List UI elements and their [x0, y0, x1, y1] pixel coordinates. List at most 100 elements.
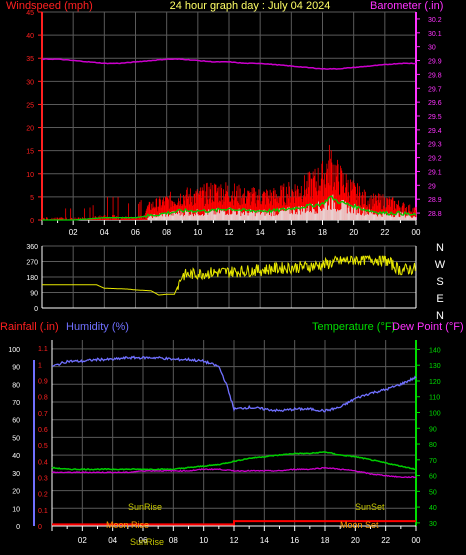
rain-tick-label: 0.9	[38, 378, 48, 385]
page-title: 24 hour graph day : July 04 2024	[170, 0, 331, 12]
temp-tick-label: 140	[429, 347, 441, 354]
barometer-line	[41, 58, 417, 70]
x-tick-label: 20	[351, 536, 360, 545]
rain-tick-label: 0.1	[38, 508, 48, 515]
humidity-tick-label: 50	[12, 435, 20, 442]
wind-tick-label: 10	[26, 172, 34, 179]
wind-direction-line	[42, 254, 417, 296]
rain-tick-label: 0.7	[38, 411, 48, 418]
x-tick-label: 10	[193, 228, 202, 237]
sunrise-label: SunRise	[128, 502, 162, 512]
x-tick-label: 14	[256, 228, 265, 237]
baro-tick-label: 30	[428, 45, 436, 52]
direction-tick-label: 360	[26, 244, 38, 251]
temp-tick-label: 90	[429, 426, 437, 433]
baro-tick-label: 29.6	[428, 100, 442, 107]
compass-label: N	[436, 310, 444, 322]
humidity-axis-label: Humidity (%)	[66, 321, 129, 333]
rain-tick-label: 0.2	[38, 492, 48, 499]
temp-tick-label: 60	[429, 474, 437, 481]
x-tick-label: 22	[380, 228, 389, 237]
temp-tick-label: 30	[429, 521, 437, 528]
wind-tick-label: 15	[26, 149, 34, 156]
x-tick-label: 12	[225, 228, 234, 237]
wind-tick-label: 20	[26, 126, 34, 133]
wind-tick-label: 5	[30, 195, 34, 202]
x-tick-label: 06	[139, 536, 148, 545]
compass-label: W	[435, 259, 446, 271]
baro-tick-label: 28.9	[428, 197, 442, 204]
x-tick-label: 00	[412, 536, 421, 545]
wind-baro-panel: 0 5 10 15 20 25 30 35 40 45 02 04 06 08 10 12 14 16 18 20 22…	[26, 10, 442, 237]
sunrise-bottom-label: SunRise	[130, 537, 164, 547]
wind-tick-label: 35	[26, 56, 34, 63]
wind-tick-label: 25	[26, 102, 34, 109]
rain-tick-label: 0.6	[38, 427, 48, 434]
baro-tick-label: 28.8	[428, 211, 442, 218]
rain-tick-label: 0.4	[38, 459, 48, 466]
temp-tick-label: 80	[429, 442, 437, 449]
humidity-line	[51, 355, 417, 413]
direction-tick-label: 180	[26, 275, 38, 282]
sunset-label: SunSet	[355, 502, 385, 512]
x-tick-label: 02	[69, 228, 78, 237]
direction-tick-label: 270	[26, 260, 38, 267]
compass-label: S	[436, 276, 443, 288]
wind-axis-label: Windspeed (mph)	[6, 0, 93, 12]
humidity-tick-label: 0	[16, 524, 20, 531]
avg-wind-line	[42, 195, 417, 221]
x-tick-label: 08	[162, 228, 171, 237]
humidity-tick-label: 80	[12, 382, 20, 389]
x-tick-label: 02	[78, 536, 87, 545]
baro-tick-label: 29.7	[428, 86, 442, 93]
rain-axis-label: Rainfall (.in)	[0, 321, 59, 333]
x-tick-label: 04	[100, 228, 109, 237]
x-tick-label: 18	[318, 228, 327, 237]
temp-axis-label: Temperature (°F)	[312, 321, 395, 333]
wind-tick-label: 0	[30, 218, 34, 225]
temp-tick-label: 70	[429, 458, 437, 465]
humidity-tick-label: 10	[12, 506, 20, 513]
x-tick-label: 20	[349, 228, 358, 237]
x-tick-label: 08	[169, 536, 178, 545]
humidity-tick-label: 100	[8, 347, 20, 354]
baro-tick-label: 30.1	[428, 31, 442, 38]
direction-tick-label: 0	[34, 306, 38, 313]
x-tick-label: 16	[290, 536, 299, 545]
baro-tick-label: 29.3	[428, 142, 442, 149]
temp-tick-label: 130	[429, 363, 441, 370]
x-tick-label: 06	[131, 228, 140, 237]
x-tick-label: 14	[260, 536, 269, 545]
temp-tick-label: 110	[429, 395, 440, 402]
x-tick-label: 12	[230, 536, 239, 545]
rainfall-line	[52, 520, 416, 526]
direction-tick-label: 90	[30, 291, 38, 298]
rain-tick-label: 0.8	[38, 395, 48, 402]
rain-tick-label: 0	[38, 524, 42, 531]
rain-tick-label: 1.1	[38, 346, 48, 353]
x-tick-label: 10	[199, 536, 208, 545]
baro-tick-label: 29	[428, 183, 436, 190]
baro-tick-label: 29.5	[428, 114, 442, 121]
x-tick-label: 22	[381, 536, 390, 545]
temp-tick-label: 120	[429, 379, 441, 386]
baro-tick-label: 29.9	[428, 59, 442, 66]
baro-axis-label: Barometer (.in)	[370, 0, 443, 12]
dewpoint-line	[51, 466, 417, 479]
baro-tick-label: 30.2	[428, 17, 442, 24]
x-tick-label: 00	[412, 228, 421, 237]
humidity-tick-label: 20	[12, 489, 20, 496]
temp-tick-label: 50	[429, 489, 437, 496]
moonrise-label: Moon Rise	[106, 520, 149, 530]
temp-humidity-panel: 010203040506070809010000.10.20.30.40.50.…	[8, 340, 441, 545]
temp-tick-label: 40	[429, 505, 437, 512]
humidity-tick-label: 30	[12, 471, 20, 478]
baro-tick-label: 29.4	[428, 128, 442, 135]
rain-tick-label: 0.3	[38, 475, 48, 482]
rain-tick-label: 0.5	[38, 443, 48, 450]
moonset-label: Moon Set	[340, 520, 379, 530]
dew-axis-label: Dew Point (°F)	[392, 321, 464, 333]
